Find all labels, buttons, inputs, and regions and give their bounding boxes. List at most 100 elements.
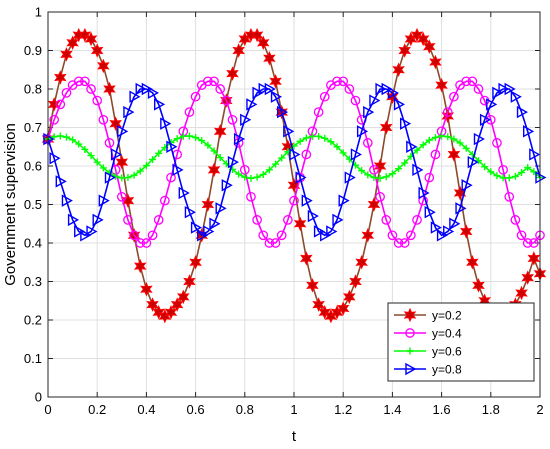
data-point	[47, 97, 61, 112]
data-point	[54, 70, 67, 85]
series-markers	[43, 82, 547, 242]
legend-item: y=0.6	[394, 345, 462, 359]
y-tick-label: 0.4	[24, 236, 42, 251]
data-point	[78, 27, 92, 43]
data-point	[129, 90, 141, 103]
y-tick-label: 0.9	[24, 43, 42, 58]
data-point	[307, 209, 319, 223]
data-point	[147, 230, 158, 241]
data-point	[263, 50, 276, 66]
data-point	[252, 86, 264, 100]
data-point	[336, 301, 350, 316]
data-point	[86, 84, 96, 94]
data-point	[444, 133, 452, 141]
data-point	[75, 140, 83, 148]
data-point	[516, 105, 528, 119]
data-point	[504, 82, 516, 96]
data-point	[160, 195, 170, 206]
data-point	[423, 39, 436, 54]
data-point	[370, 174, 378, 182]
data-point	[97, 58, 110, 74]
x-tick-label: 0.6	[187, 402, 205, 417]
data-point	[333, 143, 341, 151]
data-point	[403, 307, 417, 323]
data-point	[80, 229, 92, 242]
data-point	[61, 194, 73, 207]
data-point	[213, 124, 227, 139]
series-1	[41, 27, 547, 324]
data-point	[198, 137, 206, 145]
data-point	[226, 66, 239, 81]
data-point	[381, 82, 393, 96]
data-point	[350, 95, 361, 106]
data-point	[277, 105, 289, 119]
data-point	[388, 170, 396, 178]
data-point	[327, 138, 335, 146]
data-point	[99, 164, 107, 172]
data-point	[92, 213, 104, 227]
data-point	[147, 86, 159, 100]
data-point	[258, 230, 269, 241]
data-point	[406, 140, 418, 153]
series-3	[44, 132, 544, 182]
data-point	[475, 157, 482, 165]
data-point	[270, 90, 282, 103]
data-point	[133, 258, 147, 274]
data-point	[412, 163, 424, 177]
data-point	[332, 76, 342, 87]
data-point	[276, 230, 287, 241]
data-point	[149, 155, 157, 163]
data-point	[319, 91, 330, 102]
data-point	[373, 158, 387, 174]
data-point	[278, 154, 286, 162]
data-point	[524, 164, 532, 172]
data-point	[140, 281, 153, 297]
data-point	[527, 251, 541, 266]
series-markers	[44, 132, 544, 182]
y-tick-labels: 0 0.1 0.2 0.3 0.4 0.5 0.6 0.7 0.8 0.9 1	[24, 5, 42, 405]
data-point	[424, 206, 436, 219]
data-point	[189, 255, 202, 270]
data-point	[183, 274, 196, 289]
y-tick-label: 0.3	[24, 274, 42, 289]
data-point	[473, 84, 484, 94]
data-point	[190, 91, 201, 102]
x-tick-label: 0.8	[236, 402, 254, 417]
data-point	[481, 163, 489, 171]
data-point	[203, 76, 213, 87]
data-point	[98, 114, 109, 125]
data-point	[405, 362, 417, 376]
data-point	[313, 107, 324, 117]
data-point	[252, 215, 262, 225]
data-point	[431, 134, 439, 142]
data-point	[240, 113, 252, 126]
data-point	[67, 213, 80, 227]
data-point	[349, 274, 362, 289]
data-point	[246, 191, 256, 202]
data-point	[510, 90, 522, 103]
data-point	[73, 76, 84, 87]
data-point	[192, 134, 200, 142]
data-point	[103, 81, 116, 97]
data-point	[117, 125, 129, 138]
data-point	[529, 148, 541, 161]
data-point	[215, 84, 226, 94]
x-tick-label: 1.6	[433, 402, 451, 417]
data-point	[401, 159, 409, 167]
data-point	[215, 202, 227, 215]
data-point	[221, 95, 232, 106]
data-point	[272, 160, 280, 168]
data-point	[375, 82, 387, 96]
data-point	[69, 136, 77, 144]
data-point	[400, 117, 412, 130]
data-point	[498, 82, 510, 96]
data-point	[62, 133, 70, 141]
data-point	[467, 155, 479, 169]
data-point	[405, 230, 416, 241]
data-point	[492, 138, 502, 148]
data-point	[306, 278, 319, 293]
y-tick-label: 1	[35, 5, 42, 20]
data-point	[429, 54, 442, 70]
data-point	[264, 238, 275, 248]
